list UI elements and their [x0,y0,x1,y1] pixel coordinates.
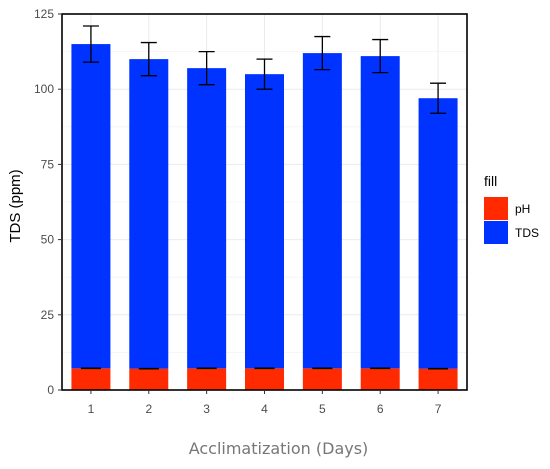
bar-ph-day-2 [129,368,169,390]
bar-ph-day-4 [245,368,284,390]
bar-ph-day-5 [302,368,342,390]
x-tick-label: 3 [203,402,210,416]
x-axis-ticks: 1 2 3 4 5 6 7 [88,390,442,416]
bar-tds-day-7 [418,98,458,369]
x-tick-label: 4 [261,402,268,416]
x-tick-label: 6 [377,402,384,416]
bar-tds-day-2 [129,59,169,369]
legend: fill pH TDS [484,173,539,244]
bar-tds-day-4 [245,74,284,369]
legend-swatch-tds [484,221,508,244]
y-tick-label: 100 [34,82,54,96]
error-bar-tds-day-7 [430,82,447,114]
bar-ph-day-6 [360,368,400,390]
legend-title: fill [484,173,497,189]
x-tick-label: 5 [319,402,326,416]
y-axis-ticks: 0 25 50 75 100 125 [34,7,62,397]
x-tick-label: 2 [145,402,152,416]
y-tick-label: 75 [41,157,55,171]
error-bar-tds-day-2 [140,41,157,77]
bars [71,44,458,390]
legend-label-tds: TDS [515,226,539,240]
y-tick-label: 0 [47,383,54,397]
error-bar-tds-day-3 [198,50,215,86]
bar-ph-day-3 [187,368,227,390]
error-bar-tds-day-6 [372,38,389,74]
legend-swatch-ph [484,197,508,220]
error-bar-tds-day-5 [314,35,331,71]
bar-tds-day-1 [71,44,111,369]
x-tick-label: 1 [88,402,95,416]
bar-ph-day-7 [418,368,458,390]
legend-label-ph: pH [515,202,530,216]
y-tick-label: 25 [41,308,55,322]
bar-tds-day-6 [360,56,400,369]
error-bars [80,25,449,370]
y-axis-title: TDS (ppm) [7,169,24,242]
x-axis-title: Acclimatization (Days) [189,439,369,458]
bar-tds-day-5 [302,53,342,369]
x-tick-label: 7 [435,402,442,416]
bar-ph-day-1 [71,368,111,390]
bar-tds-day-3 [187,68,227,369]
y-tick-label: 125 [34,7,54,21]
error-bar-tds-day-4 [256,58,273,90]
y-tick-label: 50 [41,233,55,247]
error-bar-tds-day-1 [82,25,99,63]
